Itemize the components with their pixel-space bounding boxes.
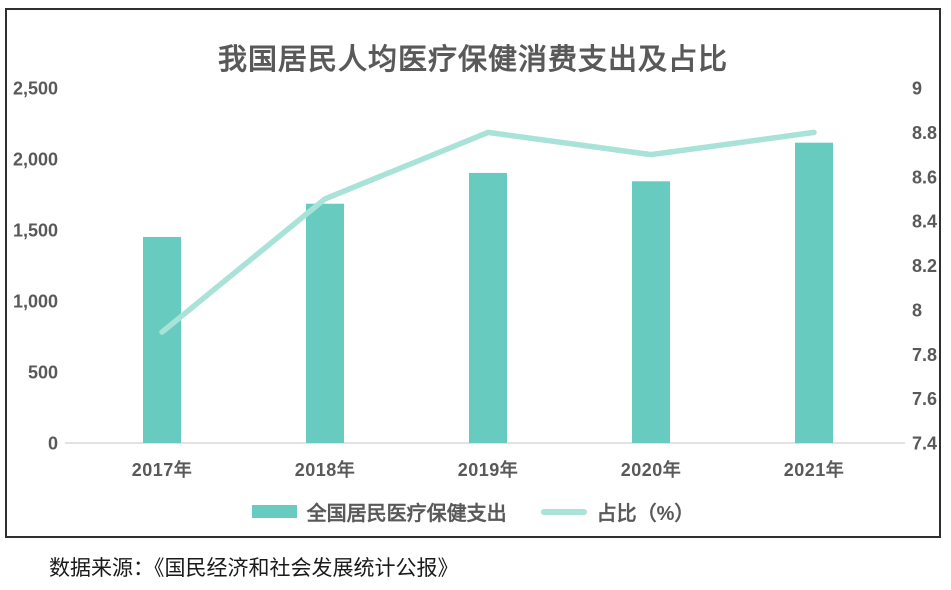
data-source-caption: 数据来源：《国民经济和社会发展统计公报》 (49, 556, 459, 580)
left-axis-tick-label: 2,500 (13, 79, 58, 99)
ratio-line-series (159, 129, 817, 335)
chart-title: 我国居民人均医疗保健消费支出及占比 (217, 44, 728, 76)
left-axis-tick-label: 1,500 (13, 221, 58, 241)
left-axis-tick-label: 0 (48, 434, 58, 454)
bar-series-swatch-icon (251, 505, 297, 518)
legend-item-ratio: 占比（%） (540, 497, 695, 526)
bar-2017年 (143, 236, 181, 443)
right-axis-tick-label: 8 (912, 300, 922, 320)
x-axis-label-2020年: 2020年 (621, 459, 682, 480)
chart-legend: 全国居民医疗保健支出 占比（%） (5, 497, 941, 526)
right-axis-tick-label: 7.4 (912, 434, 937, 454)
left-axis-tick-label: 500 (28, 363, 58, 383)
x-axis-label-2019年: 2019年 (458, 459, 519, 480)
x-axis-label-2021年: 2021年 (784, 459, 845, 480)
legend-item-expenditure: 全国居民医疗保健支出 (251, 497, 507, 526)
right-axis-tick-label: 7.6 (912, 389, 937, 409)
line-series-swatch-icon (540, 508, 587, 515)
right-axis-tick-label: 8.2 (912, 256, 937, 276)
x-axis-label-2017年: 2017年 (132, 459, 193, 480)
right-axis-tick-label: 8.6 (912, 167, 937, 187)
left-axis-tick-label: 1,000 (13, 292, 58, 312)
bar-2018年 (306, 203, 344, 443)
right-axis-tick-label: 8.8 (912, 123, 937, 143)
legend-label-expenditure: 全国居民医疗保健支出 (306, 503, 507, 525)
x-axis-label-2018年: 2018年 (295, 459, 356, 480)
bar-2021年 (795, 142, 833, 444)
right-axis-tick-label: 8.4 (912, 212, 937, 232)
legend-label-ratio: 占比（%） (596, 503, 695, 525)
bar-2019年 (469, 172, 507, 443)
left-axis-tick-label: 2,000 (13, 150, 58, 170)
right-axis-tick-label: 9 (912, 79, 922, 99)
bar-2020年 (632, 181, 670, 443)
right-axis-tick-label: 7.8 (912, 345, 937, 365)
